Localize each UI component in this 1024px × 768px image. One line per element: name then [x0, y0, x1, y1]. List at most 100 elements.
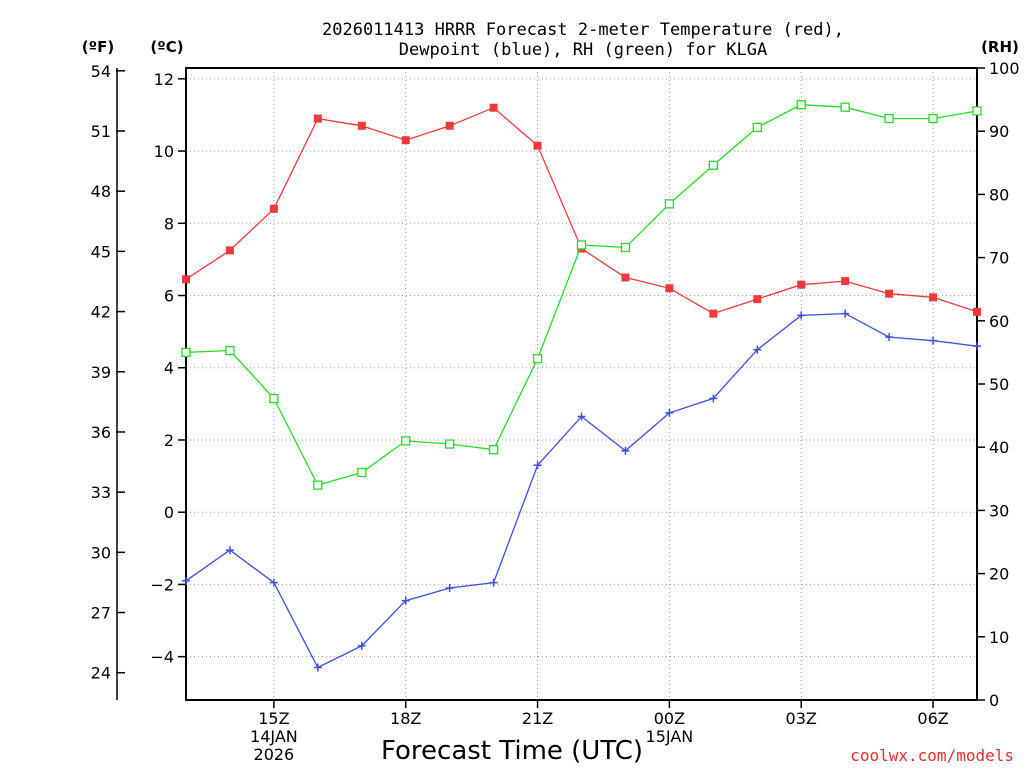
- series-rh-point: [269, 393, 279, 404]
- series-rh-point: [445, 439, 455, 449]
- x-tick-label: 03Z: [786, 709, 817, 728]
- plot-frame: [185, 67, 978, 701]
- celsius-tick-label: 6: [164, 287, 174, 306]
- x-tick-label: 21Z: [522, 709, 553, 728]
- series-dewpoint-point: [357, 641, 366, 650]
- x-tick-year-label: 2026: [254, 745, 295, 764]
- series-rh-point: [401, 436, 411, 446]
- series-rh-point: [532, 354, 543, 364]
- series-temperature-point: [797, 280, 806, 289]
- fahrenheit-tick-label: 48: [91, 182, 111, 201]
- chart-title-line-1: 2026011413 HRRR Forecast 2-meter Tempera…: [322, 20, 844, 40]
- rh-tick-label: 20: [989, 565, 1009, 584]
- series-dewpoint-point: [665, 408, 674, 417]
- fahrenheit-tick-label: 51: [91, 122, 111, 141]
- series-rh-point: [840, 102, 850, 112]
- celsius-tick-label: −4: [150, 648, 174, 667]
- series-temperature-point: [489, 103, 498, 112]
- x-tick-date-label: 14JAN: [250, 727, 298, 746]
- fahrenheit-tick-label: 54: [91, 62, 111, 81]
- x-axis-title: Forecast Time (UTC): [381, 736, 643, 766]
- rh-tick-label: 30: [989, 501, 1009, 520]
- series-dewpoint-point: [182, 576, 190, 585]
- series-rh-point: [181, 347, 191, 358]
- series-temperature-point: [533, 141, 542, 150]
- series-temperature-point: [357, 121, 366, 130]
- tick-labels: −4−2024681012242730333639424548515401020…: [91, 59, 1020, 764]
- series-dewpoint-point: [929, 336, 938, 345]
- series-rh-point: [313, 480, 323, 490]
- series-rh-point: [357, 467, 367, 478]
- x-tick-date-label: 15JAN: [646, 727, 694, 746]
- credit-text: coolwx.com/models: [850, 746, 1014, 765]
- series-temperature-point: [885, 289, 894, 298]
- series-rh-point: [928, 113, 938, 124]
- series-rh-point: [752, 122, 762, 133]
- fahrenheit-tick-label: 33: [91, 483, 111, 502]
- series-dewpoint-point: [973, 342, 981, 351]
- series-temperature-point: [313, 114, 322, 123]
- fahrenheit-tick-label: 39: [91, 363, 111, 382]
- series-dewpoint-point: [225, 546, 234, 555]
- series-dewpoint-line: [185, 312, 978, 669]
- x-tick-label: 15Z: [258, 709, 289, 728]
- series-rh-point: [972, 106, 982, 116]
- celsius-tick-label: −2: [150, 575, 174, 594]
- series-dewpoint-point: [489, 578, 498, 587]
- series-dewpoint-point: [709, 394, 718, 403]
- series-temperature-point: [841, 277, 850, 286]
- series-dewpoint-point: [885, 333, 894, 342]
- series-temperature-point: [225, 246, 234, 255]
- series-rh-point: [225, 345, 235, 356]
- grid-lines: [186, 68, 977, 700]
- chart-axes: [116, 67, 985, 708]
- series-rh-point: [576, 240, 587, 250]
- series-dewpoint-point: [797, 311, 806, 320]
- rh-tick-label: 70: [989, 249, 1009, 268]
- series-temperature-point: [929, 293, 938, 302]
- rh-tick-label: 10: [989, 628, 1009, 647]
- series-rh-point: [620, 242, 631, 253]
- series-temperature-point: [753, 295, 762, 304]
- rh-tick-label: 100: [989, 59, 1020, 78]
- series-dewpoint-point: [841, 309, 850, 318]
- series-temperature-point: [621, 273, 630, 282]
- series-temperature-point: [182, 275, 190, 284]
- series-dewpoint-point: [533, 461, 542, 470]
- fahrenheit-tick-label: 24: [91, 664, 111, 683]
- celsius-tick-label: 8: [164, 214, 174, 233]
- celsius-tick-label: 12: [154, 70, 174, 89]
- fahrenheit-tick-label: 36: [91, 423, 111, 442]
- celsius-unit-label: (ºC): [150, 38, 183, 56]
- fahrenheit-unit-label: (ºF): [82, 38, 114, 56]
- x-tick-label: 06Z: [917, 709, 948, 728]
- series-temperature-line: [185, 106, 978, 315]
- series-temperature-point: [269, 204, 278, 213]
- series-dewpoint-point: [445, 584, 454, 593]
- fahrenheit-tick-label: 45: [91, 242, 111, 261]
- series-dewpoint-point: [313, 663, 322, 672]
- fahrenheit-tick-label: 30: [91, 543, 111, 562]
- series-temperature-point: [709, 309, 718, 318]
- series-rh-point: [884, 113, 894, 124]
- rh-tick-label: 40: [989, 438, 1009, 457]
- series-rh-point: [488, 445, 499, 455]
- rh-unit-label: (RH): [981, 38, 1019, 56]
- celsius-tick-label: 2: [164, 431, 174, 450]
- chart-title-line-2: Dewpoint (blue), RH (green) for KLGA: [399, 40, 767, 60]
- series-rh-point: [708, 160, 718, 170]
- series-dewpoint-point: [401, 596, 410, 605]
- series-dewpoint-point: [621, 446, 630, 455]
- series-temperature-point: [401, 136, 410, 145]
- series-temperature-point: [973, 307, 981, 316]
- series-temperature-point: [665, 284, 674, 293]
- series-rh-point: [796, 100, 806, 110]
- series-dewpoint-point: [269, 578, 278, 587]
- celsius-tick-label: 0: [164, 503, 174, 522]
- fahrenheit-tick-label: 27: [91, 604, 111, 623]
- rh-tick-label: 0: [989, 691, 999, 710]
- rh-tick-label: 80: [989, 185, 1009, 204]
- series-layer: [181, 100, 982, 672]
- series-temperature-point: [445, 121, 454, 130]
